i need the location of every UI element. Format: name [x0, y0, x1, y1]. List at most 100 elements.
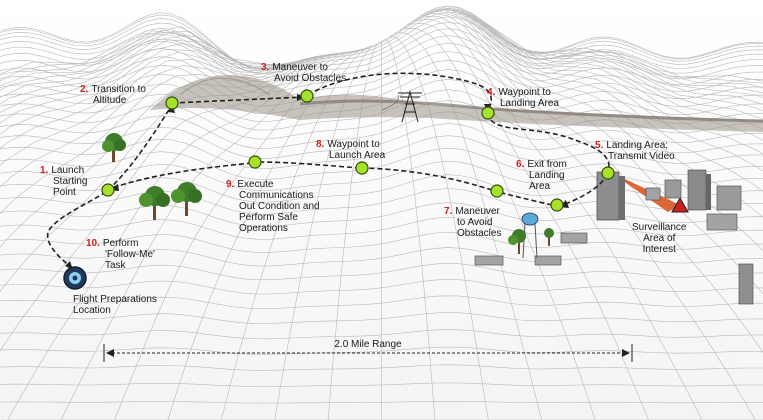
flight-prep-location-icon — [63, 266, 87, 290]
step-text: Maneuver — [455, 206, 500, 217]
mesh-line — [60, 50, 356, 420]
mesh-line — [424, 9, 763, 251]
mesh-line — [0, 38, 305, 105]
step-10-label: 10. Perform 'Follow-Me' Task — [86, 238, 155, 271]
surveillance-text: Area of — [643, 233, 676, 244]
mesh-line — [0, 51, 348, 352]
mesh-line — [0, 279, 763, 295]
mesh-line — [483, 21, 763, 82]
mesh-line — [415, 12, 763, 353]
mesh-line — [0, 39, 309, 113]
step-number: 2. — [80, 84, 89, 95]
step-2-label: 2. Transition to Altitude — [80, 84, 146, 106]
mesh-line — [471, 12, 763, 94]
step-5-label: 5. Landing Area; Transmit Video — [595, 140, 675, 162]
mesh-line — [0, 28, 763, 83]
step-text: Perform Safe — [239, 212, 298, 223]
mesh-line — [327, 43, 378, 420]
mesh-line — [419, 10, 763, 295]
step-9-label: 9. Execute Communications Out Condition a… — [226, 179, 320, 234]
mesh-line — [0, 202, 763, 227]
mesh-line — [0, 188, 763, 215]
mesh-line — [0, 48, 318, 135]
mesh-line — [274, 45, 374, 420]
step-text: Maneuver to — [272, 62, 328, 73]
mesh-line — [0, 35, 301, 98]
step-text: Point — [53, 187, 76, 198]
step-6-label: 6. Exit from Landing Area — [516, 159, 567, 192]
waypoint-marker — [601, 166, 615, 180]
waypoint-marker — [101, 183, 115, 197]
step-text: Area — [529, 181, 551, 192]
mesh-line — [479, 18, 763, 84]
mesh-line — [390, 36, 489, 420]
step-text: Transmit Video — [608, 151, 675, 162]
mesh-line — [0, 147, 763, 180]
step-text: Landing Area — [500, 98, 559, 109]
mesh-line — [402, 23, 649, 420]
step-1-label: 1. Launch Starting Point — [40, 165, 87, 198]
mesh-line — [445, 5, 763, 141]
mesh-line — [0, 329, 763, 340]
building-icon — [474, 169, 754, 305]
waypoint-marker — [165, 96, 179, 110]
step-text: Exit from — [527, 159, 567, 170]
mesh-line — [436, 7, 763, 172]
step-4-label: 4. Waypoint to Landing Area — [487, 87, 559, 109]
mesh-line — [475, 15, 763, 89]
surveillance-label: Surveillance Area of Interest — [632, 222, 686, 255]
range-dimension-line — [103, 344, 633, 362]
step-text: Waypoint to — [498, 87, 551, 98]
mesh-line — [0, 160, 763, 191]
mesh-line — [398, 27, 596, 420]
mesh-line — [385, 39, 436, 420]
mesh-line — [0, 295, 763, 309]
mesh-line — [0, 35, 763, 88]
mesh-line — [0, 247, 763, 267]
mesh-line — [0, 51, 763, 100]
mesh-line — [453, 6, 763, 120]
mesh-line — [0, 364, 763, 371]
step-text: Avoid Obstacles — [274, 73, 347, 84]
step-number: 8. — [316, 139, 325, 150]
mesh-line — [432, 9, 763, 192]
mesh-line — [0, 54, 327, 166]
waypoint-marker — [355, 161, 369, 175]
flight-prep-label: Flight Preparations Location — [73, 294, 157, 316]
mesh-line — [0, 16, 763, 74]
range-label: 2.0 Mile Range — [334, 339, 402, 350]
mesh-line — [114, 49, 361, 420]
step-7-label: 7. Maneuver to Avoid Obstacles — [444, 206, 501, 239]
step-text: Transition to — [91, 84, 146, 95]
step-text: Obstacles — [457, 228, 502, 239]
mesh-line — [0, 216, 763, 240]
range-indicator: 2.0 Mile Range — [104, 338, 632, 362]
mesh-line — [0, 11, 763, 71]
step-text: Out Condition and — [239, 201, 320, 212]
mesh-line — [221, 47, 369, 420]
mesh-line — [0, 262, 763, 281]
mesh-line — [411, 15, 756, 420]
waypoint-marker — [300, 89, 314, 103]
step-number: 4. — [487, 87, 496, 98]
mesh-line — [394, 32, 542, 420]
mesh-line — [406, 19, 703, 420]
surveillance-text: Interest — [642, 244, 676, 255]
water-tower-icon — [521, 212, 539, 259]
step-number: 6. — [516, 159, 525, 170]
step-text: Task — [105, 260, 126, 271]
step-text: Launch Area — [329, 150, 386, 161]
step-3-label: 3. Maneuver to Avoid Obstacles — [261, 62, 346, 84]
mesh-line — [0, 30, 284, 76]
step-number: 5. — [595, 140, 604, 151]
step-text: Landing Area; — [606, 140, 669, 151]
waypoint-marker — [490, 184, 504, 198]
step-number: 7. — [444, 206, 453, 217]
step-text: Communications — [239, 190, 314, 201]
mesh-line — [0, 5, 763, 69]
step-text: Waypoint to — [327, 139, 380, 150]
power-tower-icon — [381, 90, 422, 123]
step-text: Execute — [237, 179, 274, 190]
